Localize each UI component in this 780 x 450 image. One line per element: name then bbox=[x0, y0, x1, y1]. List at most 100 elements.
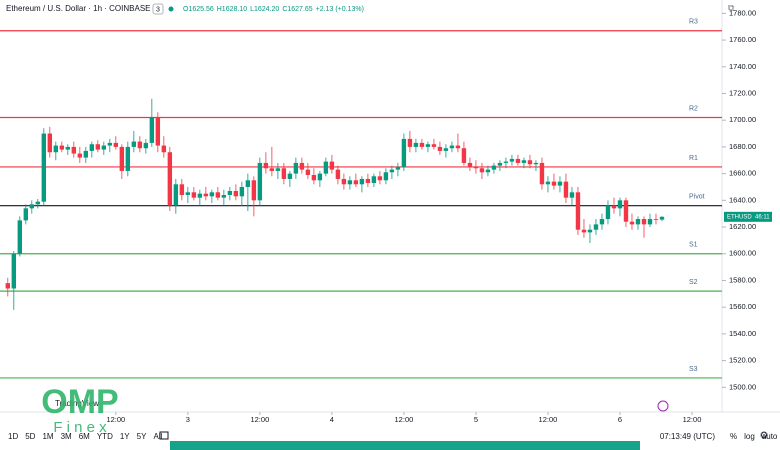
candle-body bbox=[317, 173, 323, 181]
settings-icon[interactable]: ⚙ bbox=[760, 431, 769, 442]
candle-body bbox=[635, 219, 641, 225]
y-tick-label: 1560.00 bbox=[729, 302, 756, 311]
y-tick-label: 1680.00 bbox=[729, 142, 756, 151]
range-button[interactable]: YTD bbox=[97, 432, 113, 441]
candle-body bbox=[563, 181, 569, 198]
corner-icon[interactable]: ⧉ bbox=[728, 2, 735, 12]
candle-body bbox=[53, 145, 59, 153]
candle-body bbox=[221, 194, 227, 198]
range-button[interactable]: 1D bbox=[8, 432, 18, 441]
y-tick-label: 1620.00 bbox=[729, 222, 756, 231]
quote-item: O1625.56 bbox=[183, 6, 214, 13]
candle-body bbox=[5, 283, 11, 289]
candle-body bbox=[233, 190, 239, 197]
teal-strip bbox=[170, 441, 640, 450]
y-tick-label: 1640.00 bbox=[729, 195, 756, 204]
indicator-box[interactable] bbox=[152, 3, 164, 15]
symbol-title: Ethereum / U.S. Dollar · 1h · COINBASE bbox=[6, 4, 151, 13]
candle-body bbox=[521, 160, 527, 163]
range-button[interactable]: 1Y bbox=[120, 432, 130, 441]
candle-body bbox=[35, 201, 41, 205]
candle-body bbox=[209, 192, 215, 197]
range-button[interactable]: All bbox=[153, 432, 162, 441]
candle-body bbox=[509, 158, 515, 162]
candle-body bbox=[569, 192, 575, 198]
candle-body bbox=[491, 165, 497, 170]
candle-body bbox=[287, 173, 293, 179]
range-button[interactable]: 1M bbox=[42, 432, 53, 441]
candle-body bbox=[347, 180, 353, 185]
candle-body bbox=[353, 180, 359, 185]
candle-body bbox=[173, 184, 179, 206]
candle-body bbox=[455, 145, 461, 149]
candle-body bbox=[503, 161, 509, 163]
candle-body bbox=[203, 193, 209, 197]
candle-body bbox=[245, 180, 251, 187]
candle-body bbox=[341, 178, 347, 185]
candle-body bbox=[293, 162, 299, 174]
range-button[interactable]: 3M bbox=[61, 432, 72, 441]
candle-body bbox=[545, 181, 551, 185]
candle-body bbox=[461, 148, 467, 163]
level-label: R1 bbox=[689, 155, 698, 162]
candle-body bbox=[485, 169, 491, 173]
candle-body bbox=[539, 162, 545, 185]
candle-body bbox=[83, 150, 89, 158]
axis-option[interactable]: log bbox=[744, 432, 755, 441]
indicator-count[interactable]: 3 bbox=[156, 6, 160, 13]
candle-body bbox=[371, 176, 377, 183]
calendar-icon[interactable] bbox=[159, 431, 169, 440]
candle-body bbox=[71, 146, 77, 154]
event-icon[interactable] bbox=[657, 400, 669, 412]
candle-body bbox=[605, 205, 611, 220]
y-tick-label: 1580.00 bbox=[729, 275, 756, 284]
candle-body bbox=[335, 169, 341, 179]
candle-body bbox=[263, 162, 269, 169]
level-label: S3 bbox=[689, 366, 698, 373]
y-tick-label: 1520.00 bbox=[729, 356, 756, 365]
candle-body bbox=[617, 200, 623, 209]
range-button[interactable]: 5Y bbox=[137, 432, 147, 441]
x-tick-label: 12:00 bbox=[683, 415, 702, 424]
candle-body bbox=[641, 219, 647, 225]
level-label: S2 bbox=[689, 279, 698, 286]
candle-body bbox=[143, 142, 149, 149]
candle-body bbox=[161, 145, 167, 153]
candle-body bbox=[611, 205, 617, 209]
candle-body bbox=[653, 219, 659, 220]
candle-body bbox=[359, 178, 365, 185]
candle-body bbox=[533, 162, 539, 165]
level-label: S1 bbox=[689, 242, 698, 249]
y-tick-label: 1500.00 bbox=[729, 382, 756, 391]
x-tick-label: 4 bbox=[330, 415, 334, 424]
candle-body bbox=[197, 193, 203, 198]
candle-body bbox=[449, 145, 455, 149]
x-tick-label: 3 bbox=[186, 415, 190, 424]
logo-text: OMP bbox=[41, 383, 118, 421]
candle-body bbox=[581, 229, 587, 233]
y-tick-label: 1540.00 bbox=[729, 329, 756, 338]
range-button[interactable]: 6M bbox=[79, 432, 90, 441]
y-tick-label: 1700.00 bbox=[729, 115, 756, 124]
level-label: R2 bbox=[689, 105, 698, 112]
y-tick-label: 1660.00 bbox=[729, 169, 756, 178]
candle-body bbox=[329, 161, 335, 170]
candle-body bbox=[227, 190, 233, 195]
candle-body bbox=[125, 146, 131, 171]
overlay: Ethereum / U.S. Dollar · 1h · COINBASE 3… bbox=[6, 2, 778, 450]
candle-body bbox=[167, 152, 173, 206]
axis-option[interactable]: auto bbox=[762, 432, 778, 441]
x-tick-label: 12:00 bbox=[395, 415, 414, 424]
candle-body bbox=[419, 142, 425, 147]
status-dot bbox=[168, 6, 174, 12]
axis-option[interactable]: % bbox=[730, 432, 737, 441]
candle-body bbox=[101, 145, 107, 150]
candle-body bbox=[179, 184, 185, 195]
candle-body bbox=[515, 158, 521, 163]
candle-body bbox=[281, 168, 287, 179]
candle-body bbox=[431, 144, 437, 147]
x-tick-label: 12:00 bbox=[250, 415, 269, 424]
range-button[interactable]: 5D bbox=[25, 432, 35, 441]
candle-body bbox=[107, 142, 113, 146]
